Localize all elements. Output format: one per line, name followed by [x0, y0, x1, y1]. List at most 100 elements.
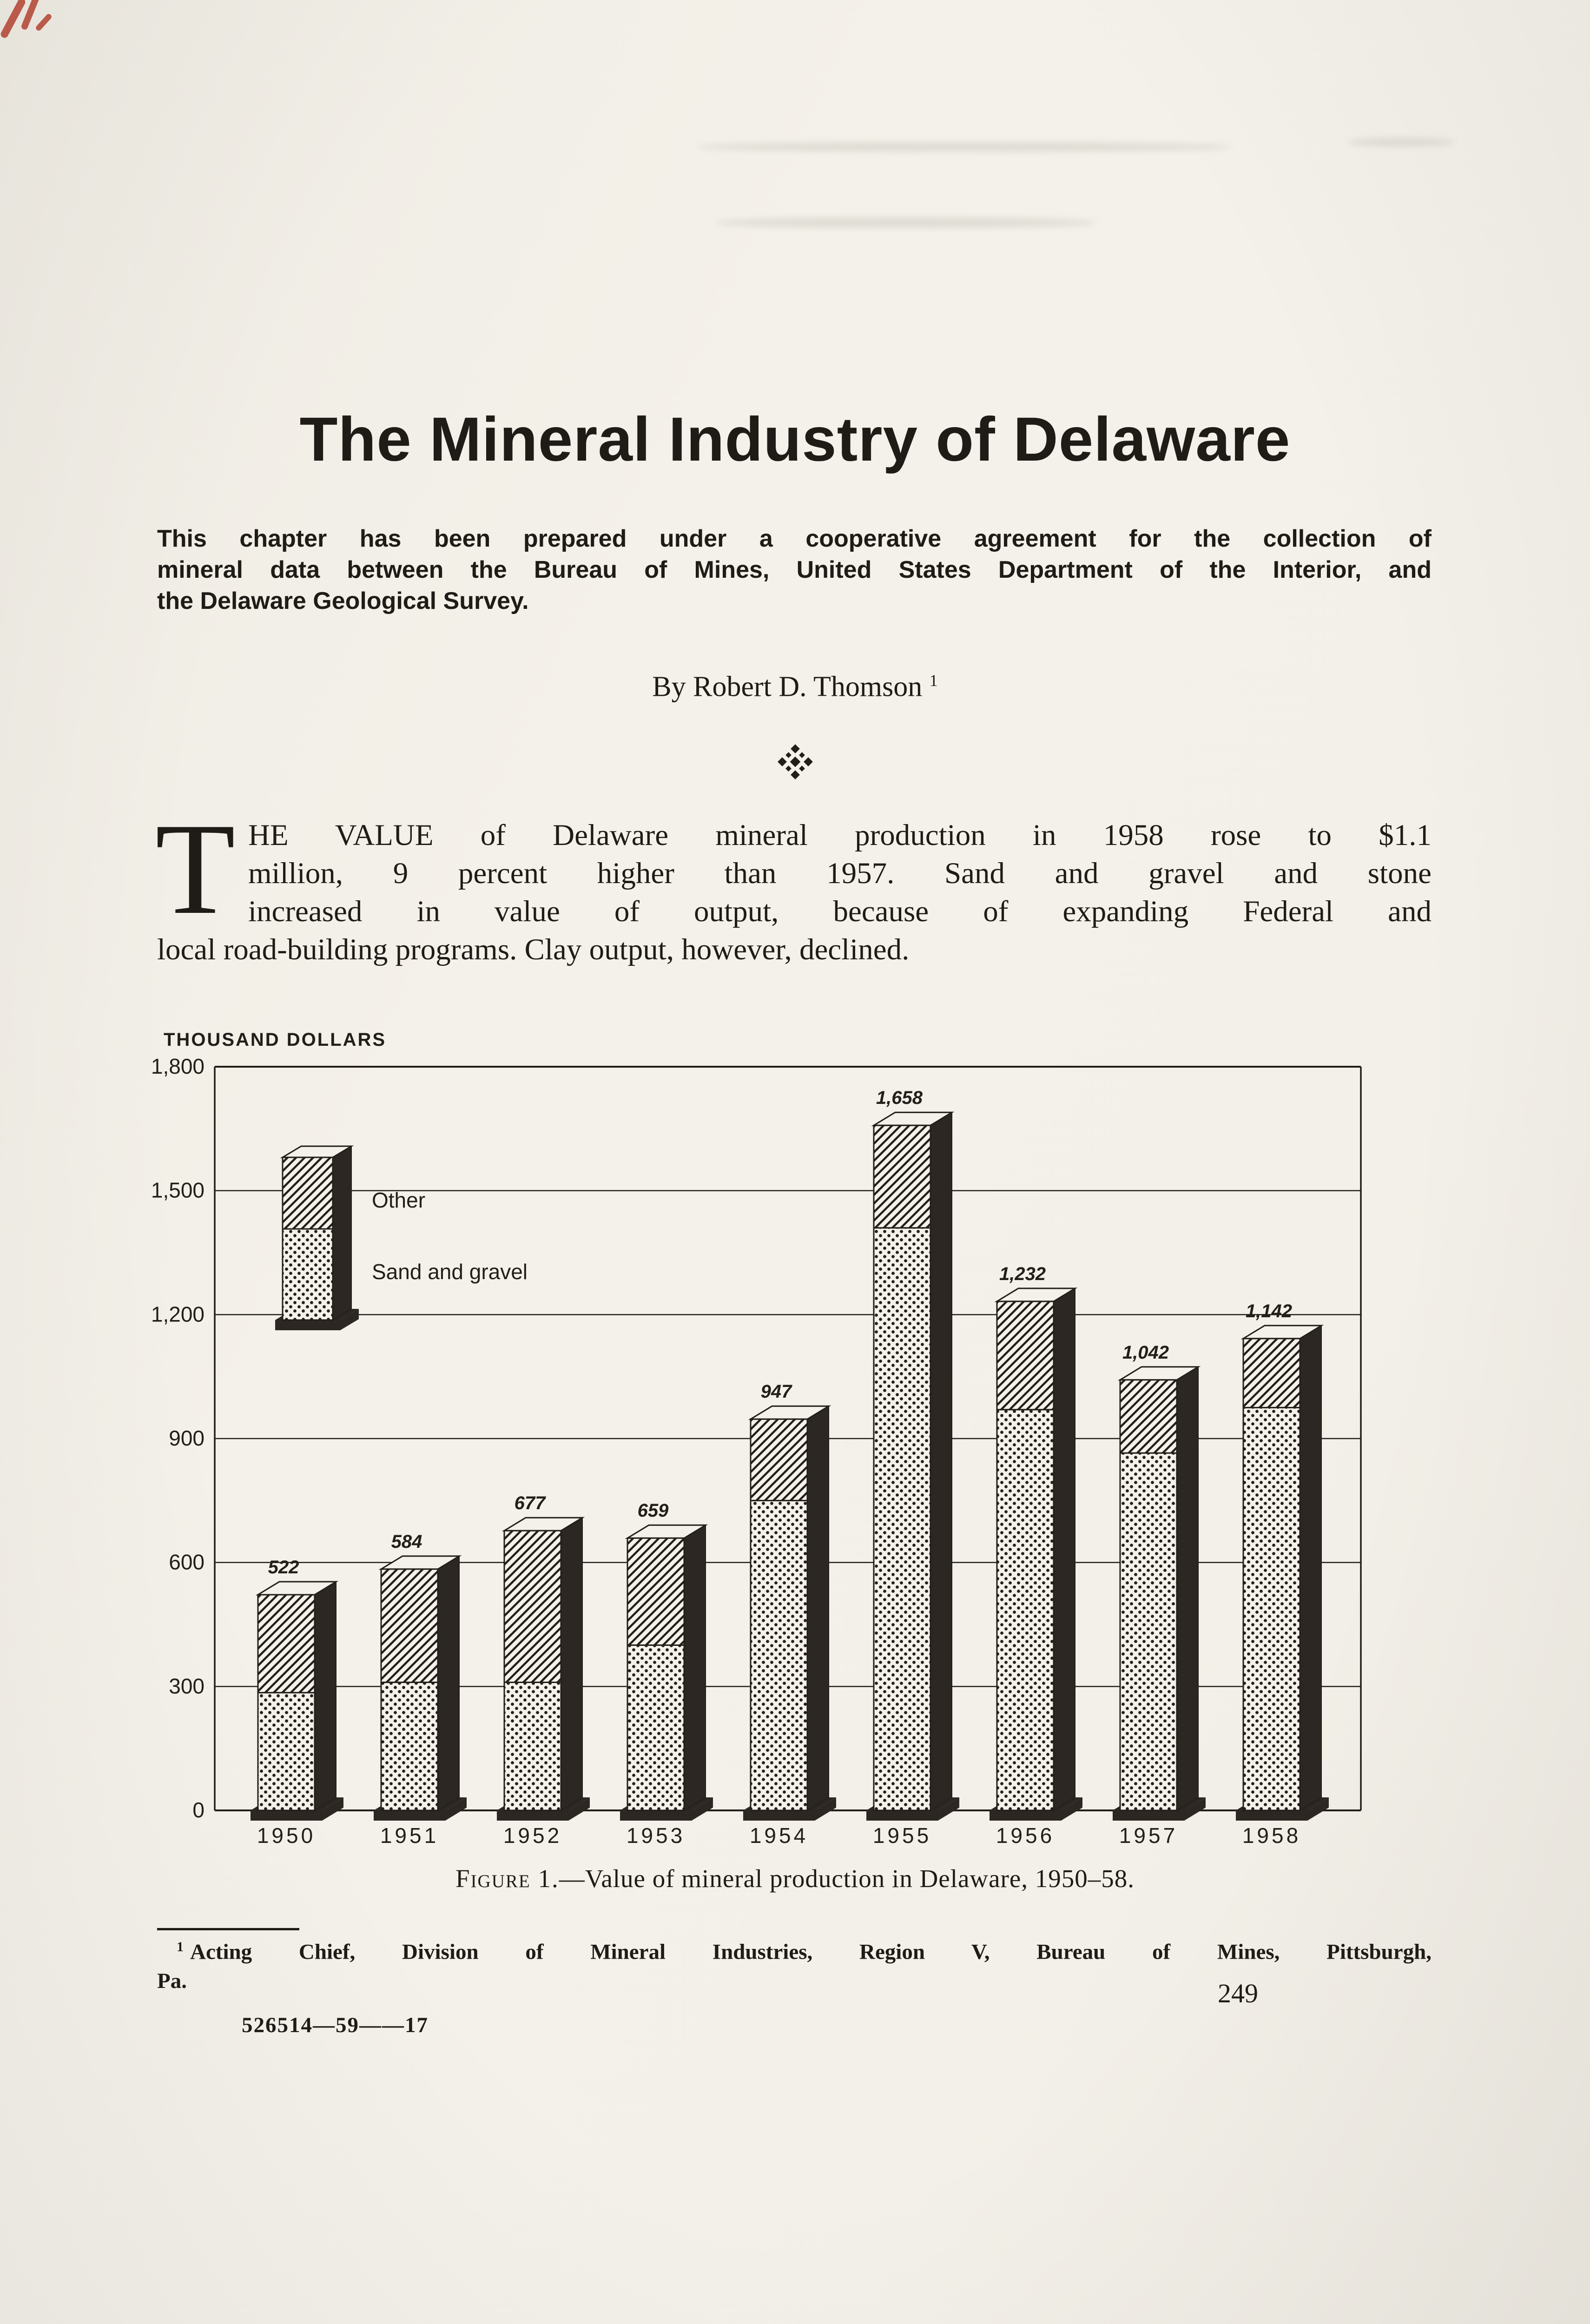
bar-side-face [807, 1405, 829, 1811]
y-tick-label: 600 [169, 1550, 205, 1574]
figure-1-chart: THOUSAND DOLLARS 0 300 600 900 1,200 1,500 1,80… [0, 999, 1590, 1892]
bar-side-face [930, 1111, 952, 1811]
footnote-line-2: Pa. [157, 1968, 187, 1993]
bar-base-side [1184, 1797, 1206, 1821]
bar-total-label: 947 [761, 1381, 792, 1402]
x-tick-label: 1953 [627, 1823, 685, 1848]
bar-segment [996, 1409, 1055, 1811]
x-tick-label: 1956 [996, 1823, 1055, 1848]
x-tick-label: 1958 [1242, 1823, 1301, 1848]
x-tick-label: 1952 [503, 1823, 562, 1848]
bar-base-front [743, 1810, 815, 1821]
footnote-rule [157, 1928, 299, 1930]
byline-footnote-marker: 1 [929, 671, 938, 690]
pencil-smudge [1348, 139, 1455, 146]
bar-segment [996, 1301, 1055, 1411]
lead-line: million, 9 percent higher than 1957. San… [248, 857, 1432, 890]
pencil-smudge [697, 142, 1232, 152]
footnote: 1 Acting Chief, Division of Mineral Indus… [157, 1933, 1432, 1995]
y-axis-unit-label: THOUSAND DOLLARS [164, 1030, 386, 1050]
bar-total-label: 677 [515, 1493, 546, 1513]
legend-label-other: Other [372, 1188, 425, 1212]
figure-caption: Figure 1.—Value of mineral production in… [0, 1866, 1590, 1891]
bar-segment [503, 1681, 562, 1811]
bar-total-label: 659 [638, 1500, 669, 1521]
bar-base-front [866, 1810, 938, 1821]
bar-side-face [1053, 1287, 1075, 1811]
byline-text: By Robert D. Thomson [652, 671, 923, 703]
figure-caption-label: Figure 1. [455, 1864, 559, 1893]
bar-segment [503, 1530, 562, 1683]
y-tick-label: 300 [169, 1674, 205, 1698]
bar-side-face [314, 1581, 336, 1811]
bar-segment [1242, 1406, 1301, 1811]
x-tick-label: 1951 [380, 1823, 439, 1848]
bar-segment [627, 1644, 685, 1811]
bar-segment [257, 1692, 316, 1811]
x-tick-label: 1955 [873, 1823, 931, 1848]
figure-caption-text: —Value of mineral production in Delaware… [559, 1864, 1135, 1893]
bar-side-face [561, 1517, 583, 1811]
x-tick-label: 1957 [1119, 1823, 1178, 1848]
lead-line: local road-building programs. Clay outpu… [157, 933, 910, 966]
bar-segment [282, 1228, 334, 1321]
mineral-production-bar-chart: THOUSAND DOLLARS 0 300 600 900 1,200 1,500 1,80… [151, 1030, 1362, 1848]
red-pen-mark [34, 13, 53, 32]
bar-segment [1119, 1452, 1178, 1811]
intro-line: the Delaware Geological Survey. [157, 588, 529, 614]
chapter-intro: This chapter has been prepared under a c… [157, 523, 1432, 617]
bar-base-front [1113, 1810, 1184, 1821]
bar-base-front [497, 1810, 568, 1821]
lead-line: HE VALUE of Delaware mineral production … [248, 819, 1432, 852]
bar-base-front [1236, 1810, 1307, 1821]
y-tick-label: 1,800 [151, 1054, 205, 1078]
section-ornament [0, 742, 1590, 784]
pencil-smudge [716, 218, 1097, 228]
x-tick-label: 1954 [750, 1823, 808, 1848]
legend-label-sand-and-gravel: Sand and gravel [372, 1260, 528, 1284]
x-tick-label: 1950 [257, 1823, 316, 1848]
bar-segment [873, 1227, 931, 1811]
bar-segment [380, 1681, 439, 1811]
intro-line: mineral data between the Bureau of Mines… [157, 556, 1432, 583]
byline: By Robert D. Thomson 1 [0, 672, 1590, 701]
bar-base-front [275, 1320, 340, 1330]
bar-segment [750, 1499, 808, 1811]
intro-line: This chapter has been prepared under a c… [157, 525, 1432, 552]
bar-total-label: 1,142 [1246, 1301, 1292, 1321]
bar-segment [1242, 1338, 1301, 1408]
cross-fleuron-icon [777, 744, 813, 779]
bar-segment [257, 1594, 316, 1694]
page-title: The Mineral Industry of Delaware [299, 405, 1291, 474]
bar-segment [750, 1418, 808, 1501]
footnote-marker: 1 [177, 1939, 184, 1954]
bar-segment [282, 1156, 334, 1230]
footnote-line-1: 1 Acting Chief, Division of Mineral Indus… [157, 1933, 1432, 1967]
bar-base-front [990, 1810, 1061, 1821]
bar-side-face [684, 1524, 706, 1811]
page-number: 249 [1218, 1978, 1258, 2008]
bar-side-face [1300, 1325, 1322, 1811]
bar-base-side [692, 1797, 713, 1821]
y-tick-label: 1,500 [151, 1178, 205, 1202]
bar-base-side [322, 1797, 343, 1821]
bar-side-face [437, 1555, 460, 1811]
bar-base-front [374, 1810, 445, 1821]
bar-base-side [938, 1797, 959, 1821]
bar-side-face [1176, 1366, 1199, 1811]
bar-base-side [340, 1309, 359, 1330]
bar-segment [627, 1537, 685, 1646]
bar-side-face [332, 1145, 352, 1321]
bar-segment [1119, 1379, 1178, 1454]
y-tick-label: 1,200 [151, 1302, 205, 1326]
bar-total-label: 1,232 [999, 1264, 1046, 1284]
drop-cap: T [155, 796, 236, 941]
bar-total-label: 584 [391, 1532, 422, 1552]
print-code: 526514—59——17 [242, 2013, 429, 2037]
y-tick-label: 900 [169, 1426, 205, 1450]
bar-segment [380, 1568, 439, 1683]
footnote-text: Acting Chief, Division of Mineral Indust… [190, 1940, 1432, 1964]
bar-base-side [815, 1797, 836, 1821]
lead-line: increased in value of output, because of… [248, 895, 1432, 928]
